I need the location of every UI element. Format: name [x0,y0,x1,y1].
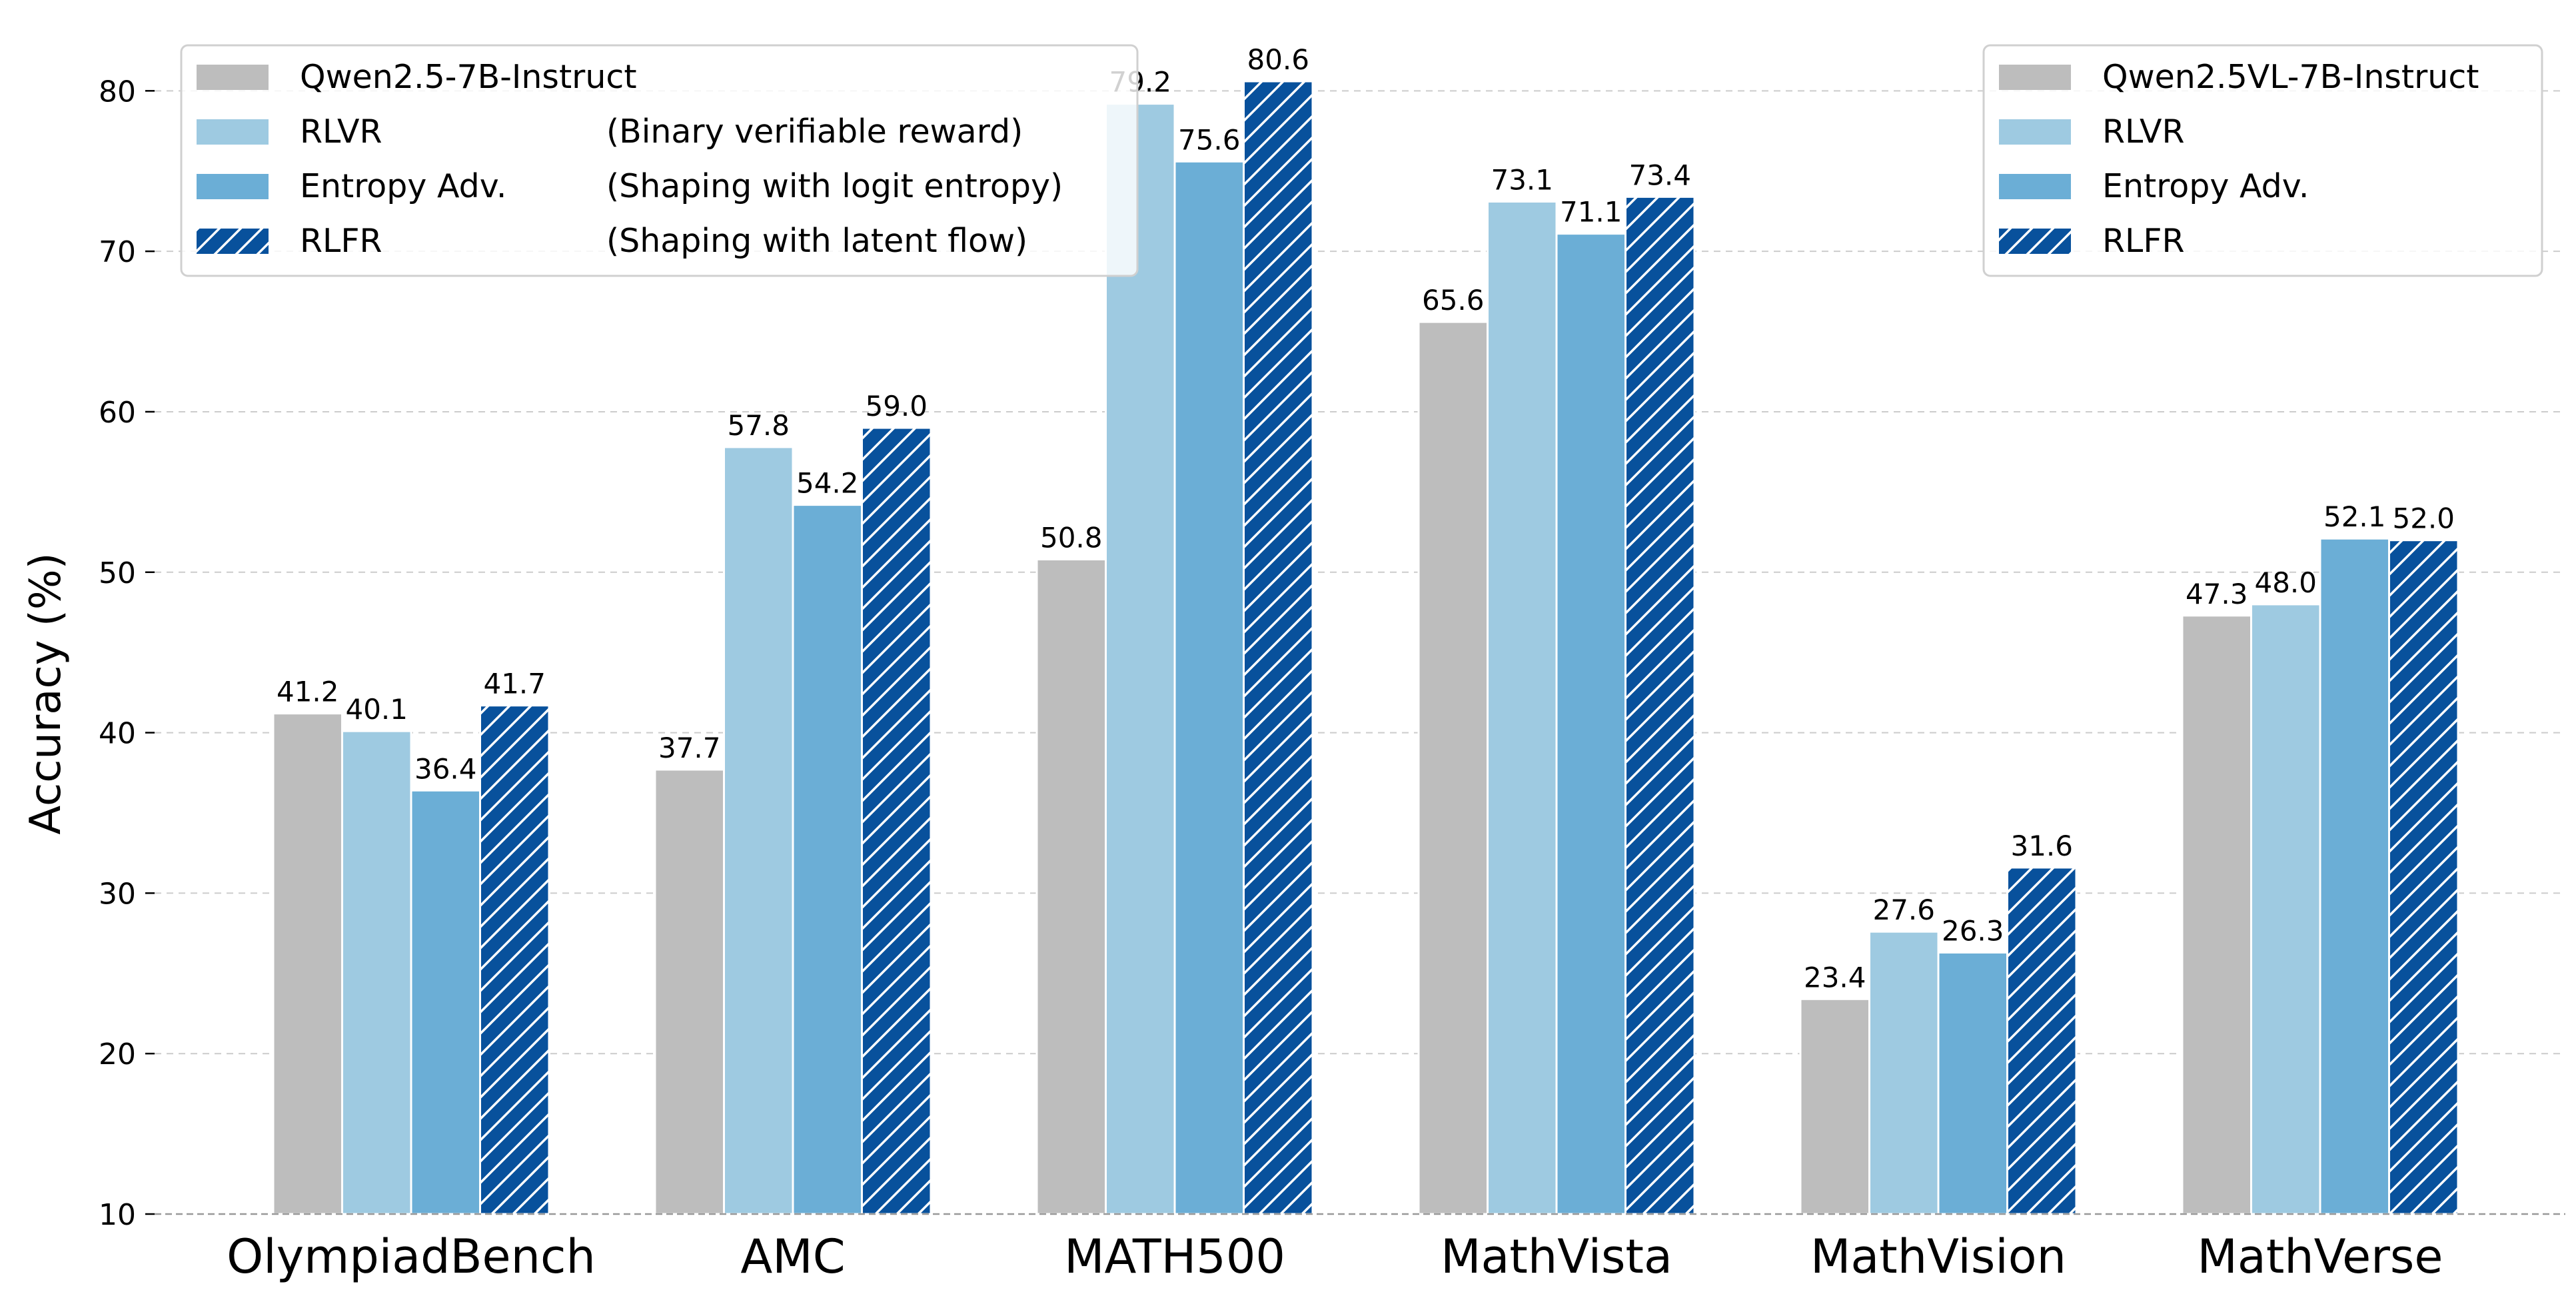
bar-qwen2-5vl-7b-instruct-mathvision [1799,997,1870,1215]
y-tick-label-40: 40 [99,717,136,751]
x-tick-label-olympiadbench: OlympiadBench [227,1229,596,1284]
bar-qwen2-5-7b-instruct-math500 [1035,558,1107,1215]
legend-top-left-label-rlfr: RLFR [300,222,382,260]
legend-top-left-swatch-rlfr-hatch [197,229,269,254]
x-tick-label-mathverse: MathVerse [2198,1229,2443,1284]
bar-rlvr-olympiadbench [341,730,412,1215]
legend-top-left-label-entropy-adv: Entropy Adv. [300,167,507,205]
legend-top-left-note-rlvr: (Binary verifiable reward) [606,113,1023,151]
bar-rlfr-mathvision-hatch [2006,866,2078,1215]
y-tick-label-30: 30 [99,877,136,911]
bar-entropy-adv-mathvista [1555,233,1626,1215]
bars [272,80,2459,1215]
y-tick-label-20: 20 [99,1037,136,1071]
y-axis-label: Accuracy (%) [21,552,71,834]
bar-rlvr-mathvision [1868,930,1940,1215]
data-label-rlfr-mathvista: 73.4 [1628,159,1691,191]
legend-top-right-label-rlfr: RLFR [2102,222,2185,260]
legend-top-right-swatch-rlvr [1999,119,2071,145]
x-tick-label-amc: AMC [740,1229,845,1284]
legend-top-left-label-rlvr: RLVR [300,113,382,151]
legend-top-right-swatch-entropy-adv [1999,174,2071,199]
bar-entropy-adv-olympiadbench [410,789,481,1215]
legend-top-left-swatch-rlvr [197,119,269,145]
bar-qwen2-5vl-7b-instruct-mathverse [2181,614,2252,1215]
data-label-qwen2-5vl-7b-instruct-mathvista: 65.6 [1422,284,1485,317]
data-label-rlfr-amc: 59.0 [865,390,928,422]
x-tick-label-mathvision: MathVision [1810,1229,2066,1284]
data-label-qwen2-5vl-7b-instruct-mathverse: 47.3 [2186,578,2248,610]
data-label-qwen2-5-7b-instruct-amc: 37.7 [658,732,721,764]
y-tick-label-10: 10 [99,1198,136,1232]
bar-rlvr-amc [723,446,794,1215]
bar-qwen2-5-7b-instruct-amc [654,768,725,1215]
data-label-rlvr-mathvision: 27.6 [1872,894,1935,926]
data-label-qwen2-5-7b-instruct-math500: 50.8 [1040,521,1103,554]
bar-rlfr-amc-hatch [861,426,932,1215]
bar-rlfr-math500-hatch [1243,80,1314,1215]
data-label-entropy-adv-mathverse: 52.1 [2323,500,2386,533]
legend-top-left-swatch-qwen2-5-7b-instruct [197,65,269,90]
legend-top-right-label-rlvr: RLVR [2102,113,2185,151]
bar-qwen2-5-7b-instruct-olympiadbench [272,712,343,1215]
bar-rlvr-mathverse [2250,603,2321,1215]
legend-top-left-label-qwen2-5-7b-instruct: Qwen2.5-7B-Instruct [300,58,637,96]
bar-rlvr-mathvista [1487,200,1558,1215]
legend-top-left-box [180,44,1139,277]
axes: 10 20 30 40 50 60 70 80 Accuracy (%) OlympiadBenc… [21,75,2565,1284]
data-label-rlvr-mathvista: 73.1 [1491,163,1553,196]
bar-qwen2-5vl-7b-instruct-mathvista [1417,321,1489,1215]
bar-rlvr-math500 [1105,103,1176,1215]
data-label-rlvr-amc: 57.8 [727,409,790,442]
y-tick-label-80: 80 [99,75,136,109]
legend-top-right-box [1982,44,2543,277]
data-label-entropy-adv-math500: 75.6 [1178,123,1241,156]
legend-top-right-label-qwen2-5vl-7b-instruct: Qwen2.5VL-7B-Instruct [2102,58,2479,96]
bar-entropy-adv-mathverse [2319,537,2390,1215]
y-tick-label-70: 70 [99,235,136,269]
data-label-entropy-adv-mathvision: 26.3 [1942,914,2004,947]
data-label-qwen2-5vl-7b-instruct-mathvision: 23.4 [1804,961,1866,993]
bar-rlfr-olympiadbench-hatch [479,704,550,1215]
x-tick-label-mathvista: MathVista [1441,1229,1672,1284]
legend-top-left-swatch-entropy-adv [197,174,269,199]
data-label-qwen2-5-7b-instruct-olympiadbench: 41.2 [277,676,339,708]
y-tick-label-50: 50 [99,556,136,590]
data-label-rlvr-mathverse: 48.0 [2254,566,2317,599]
legend-top-right-swatch-rlfr-hatch [1999,229,2071,254]
legend-top-right-swatch-qwen2-5vl-7b-instruct [1999,65,2071,90]
legend-top-left-note-rlfr: (Shaping with latent flow) [606,222,1027,260]
data-label-rlfr-olympiadbench: 41.7 [483,668,546,700]
legends: Qwen2.5-7B-Instruct RLVR (Binary verifiabl… [180,44,2543,277]
bar-rlfr-mathvista-hatch [1624,195,1696,1215]
bar-entropy-adv-amc [792,504,863,1215]
legend-top-right-label-entropy-adv: Entropy Adv. [2102,167,2309,205]
data-label-entropy-adv-mathvista: 71.1 [1560,196,1622,229]
data-label-rlfr-mathvision: 31.6 [2010,830,2073,862]
bar-entropy-adv-math500 [1173,160,1245,1215]
data-labels: 41.240.136.441.737.757.854.259.050.879.2… [277,43,2455,993]
data-label-entropy-adv-olympiadbench: 36.4 [414,752,477,785]
data-label-rlvr-olympiadbench: 40.1 [345,693,408,726]
bar-entropy-adv-mathvision [1937,951,2008,1215]
bar-rlfr-mathverse-hatch [2388,539,2459,1215]
x-tick-label-math500: MATH500 [1064,1229,1285,1284]
data-label-entropy-adv-amc: 54.2 [796,467,859,500]
data-label-rlfr-math500: 80.6 [1247,43,1309,76]
legend-top-left-note-entropy-adv: (Shaping with logit entropy) [606,167,1063,205]
data-label-rlfr-mathverse: 52.0 [2392,502,2455,535]
y-tick-label-60: 60 [99,396,136,430]
